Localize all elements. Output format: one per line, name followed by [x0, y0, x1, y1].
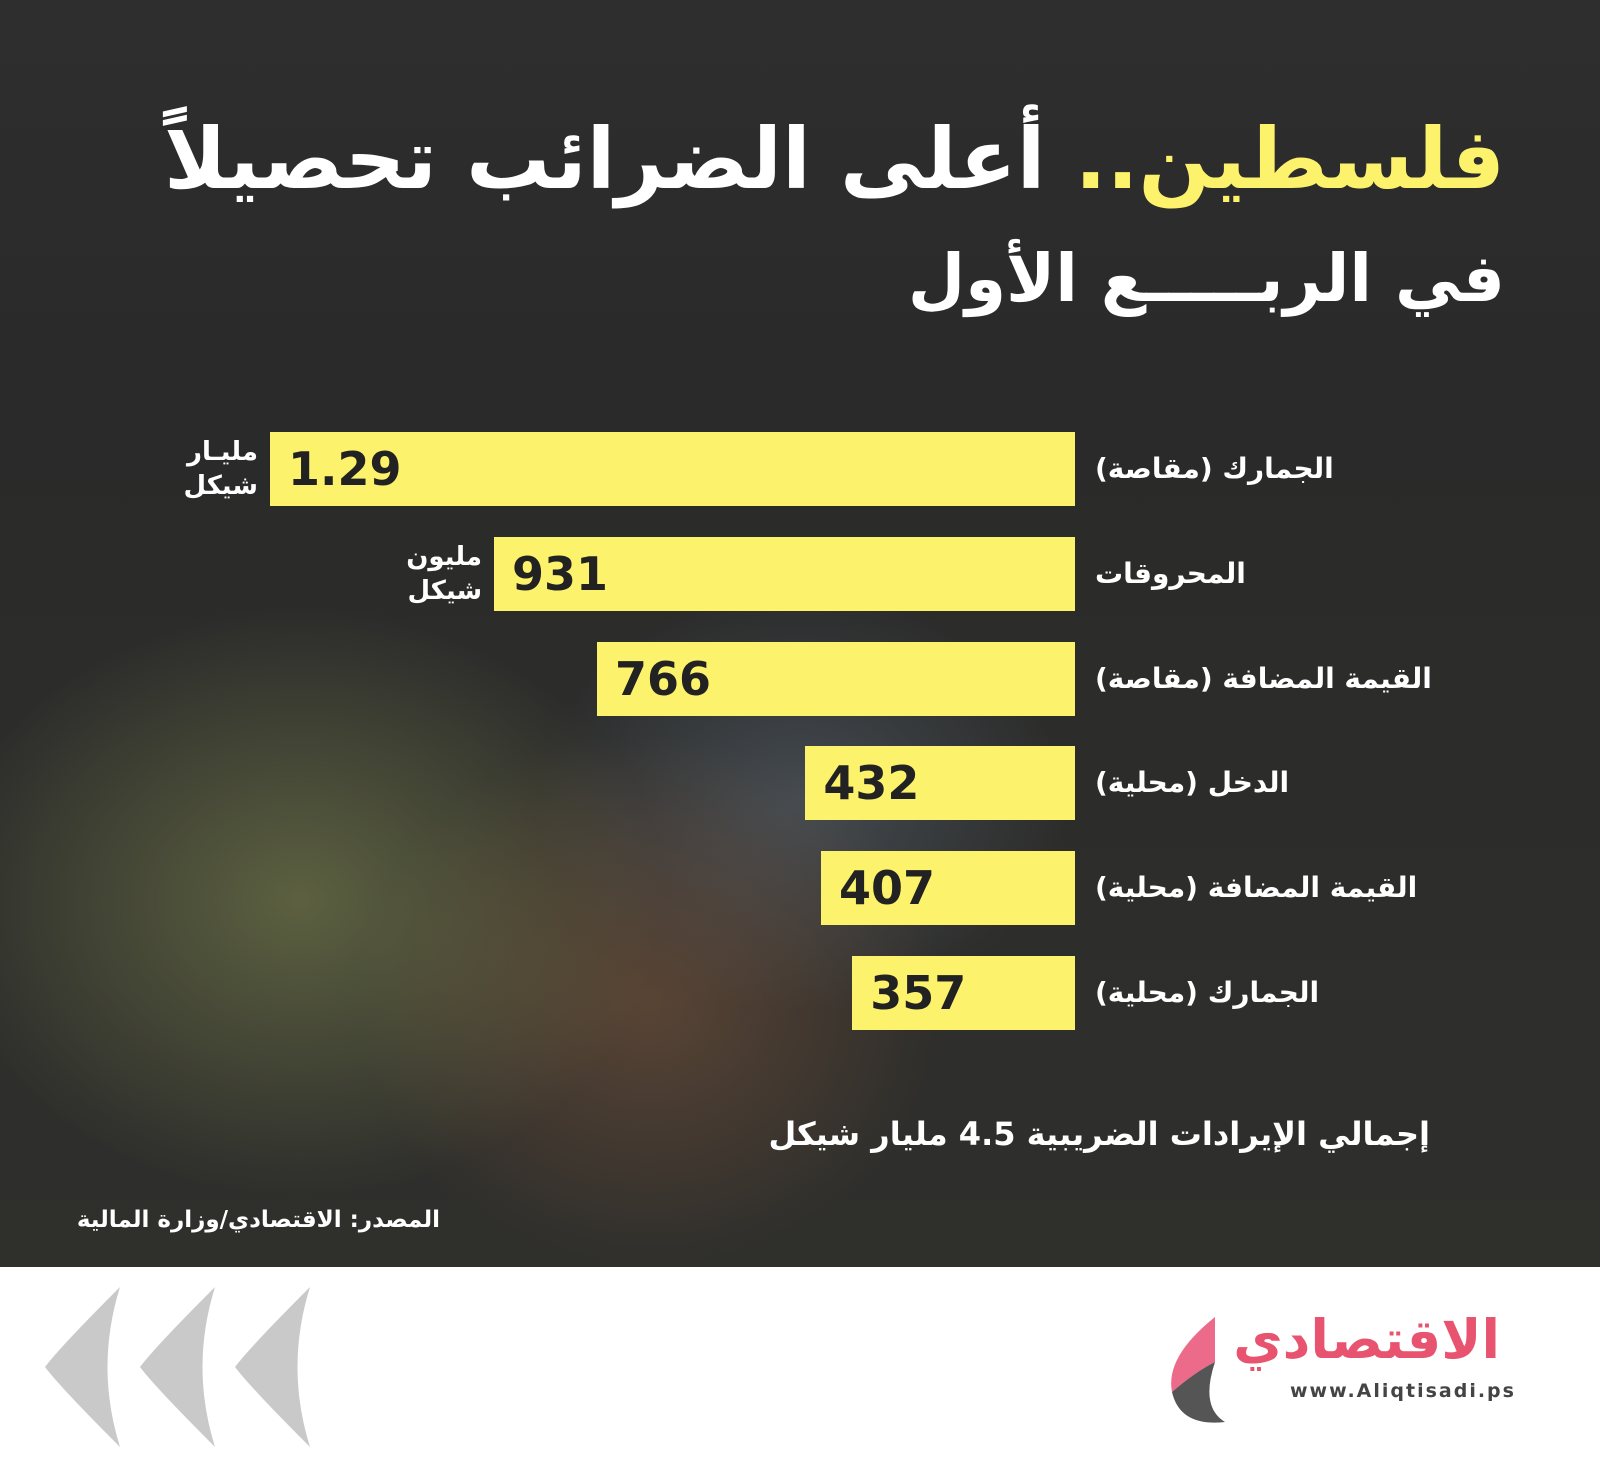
bar — [821, 851, 1075, 926]
value-label: 1.29 — [288, 442, 402, 496]
category-label: الجمارك (محلية) — [1095, 976, 1320, 1009]
category-label: المحروقات — [1095, 556, 1246, 590]
bar — [270, 432, 1075, 506]
value-label: 931 — [512, 546, 609, 601]
logo-url: www.Aliqtisadi.ps — [1290, 1380, 1516, 1402]
title-text: أعلى الضرائب تحصيلاً — [163, 110, 1046, 208]
unit-label: مليون شيكل — [406, 541, 483, 606]
category-label: الجمارك (مقاصة) — [1095, 452, 1334, 485]
unit-label: مليـار شيكل — [183, 437, 258, 501]
bar — [852, 956, 1075, 1030]
value-label: 407 — [839, 861, 936, 916]
title-highlight: فلسطين.. — [1074, 110, 1505, 208]
bar — [596, 641, 1075, 716]
logo-name: الاقتصادي — [1233, 1308, 1500, 1371]
value-label: 432 — [823, 756, 920, 811]
subtitle: في الربـــــع الأول — [907, 240, 1505, 317]
chevrons — [45, 1287, 310, 1447]
value-label: 766 — [614, 651, 712, 706]
bar — [494, 536, 1075, 611]
total-note: إجمالي الإيرادات الضريبية 4.5 مليار شيكل — [768, 1115, 1430, 1153]
category-label: القيمة المضافة (مقاصة) — [1095, 661, 1432, 695]
category-label: القيمة المضافة (محلية) — [1095, 871, 1418, 905]
category-label: الدخل (محلية) — [1095, 766, 1290, 800]
logo-mark — [1172, 1362, 1225, 1423]
footer-graphics — [45, 1287, 1225, 1447]
source: المصدر: الاقتصادي/وزارة المالية — [76, 1207, 440, 1233]
value-label: 357 — [870, 966, 967, 1020]
title: فلسطين.. أعلى الضرائب تحصيلاً — [164, 110, 1505, 208]
infographic: فلسطين.. أعلى الضرائب تحصيلاً في الربـــ… — [0, 0, 1600, 1267]
bar — [805, 746, 1075, 821]
logo-mark — [1171, 1317, 1215, 1392]
